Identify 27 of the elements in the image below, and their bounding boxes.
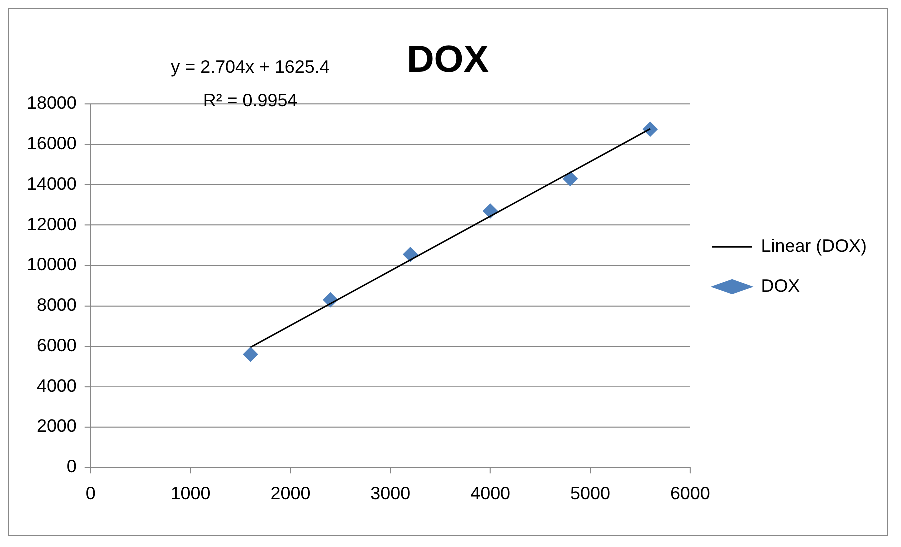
x-tick-label: 6000 (670, 483, 710, 504)
y-tick-label: 2000 (36, 416, 77, 436)
y-tick-label: 16000 (26, 134, 77, 154)
point (642, 122, 658, 137)
point (403, 247, 418, 262)
y-tick-label: 12000 (26, 214, 77, 234)
legend-label: DOX (761, 276, 800, 296)
x-tick-label: 3000 (370, 483, 411, 504)
x-tick-label: 5000 (570, 483, 610, 504)
point (483, 204, 498, 219)
y-tick-label: 8000 (36, 295, 77, 316)
chart-title: DOX (406, 39, 490, 82)
x-tick-label: 4000 (470, 483, 511, 504)
legend-label: Linear (DOX) (761, 236, 868, 256)
y-tick-label: 18000 (26, 93, 77, 114)
text: y = 2.704x + 1625.4 (171, 56, 330, 77)
y-tick-label: 6000 (36, 335, 77, 356)
x-tick-label: 1000 (170, 483, 211, 504)
y-tick-label: 10000 (26, 254, 77, 275)
y-tick-label: 4000 (36, 376, 77, 396)
point (243, 347, 258, 362)
x-tick-label: 0 (86, 483, 96, 504)
point (563, 171, 578, 186)
x-tick-label: 2000 (270, 483, 311, 504)
annotation: R² = 0.9954 (203, 90, 298, 111)
y-tick-label: 14000 (26, 174, 77, 194)
y-tick-label: 0 (66, 456, 77, 477)
